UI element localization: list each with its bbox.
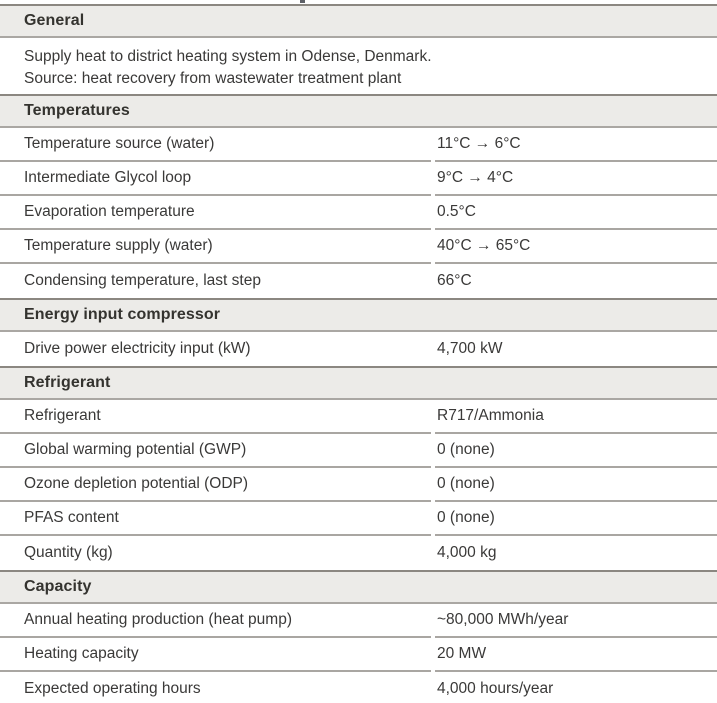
row-label: Refrigerant: [0, 400, 431, 434]
table-row-condensing-temperature: Condensing temperature, last step 66°C: [0, 264, 717, 298]
row-value: 0 (none): [435, 434, 717, 468]
row-label: Drive power electricity input (kW): [24, 340, 251, 357]
section-title: Temperatures: [24, 102, 130, 119]
table-row-gwp: Global warming potential (GWP) 0 (none): [0, 434, 717, 468]
row-value: 11°C → 6°C: [435, 128, 717, 162]
row-label: Quantity (kg): [24, 544, 113, 561]
row-value: 0 (none): [435, 502, 717, 536]
row-label: Condensing temperature, last step: [24, 272, 261, 289]
table-row-glycol-loop: Intermediate Glycol loop 9°C → 4°C: [0, 162, 717, 196]
row-label: PFAS content: [0, 502, 431, 536]
row-value: 20 MW: [435, 638, 717, 672]
row-value: 0.5°C: [435, 196, 717, 230]
row-value: 4,000 kg: [437, 544, 497, 561]
general-description: Supply heat to district heating system i…: [0, 38, 717, 94]
row-value: 9°C → 4°C: [435, 162, 717, 196]
section-header-general: General: [0, 4, 717, 38]
table-row-annual-production: Annual heating production (heat pump) ~8…: [0, 604, 717, 638]
table-row-heating-capacity: Heating capacity 20 MW: [0, 638, 717, 672]
row-label: Heating capacity: [0, 638, 431, 672]
row-value: 40°C → 65°C: [435, 230, 717, 264]
table-row-pfas: PFAS content 0 (none): [0, 502, 717, 536]
table-row-drive-power: Drive power electricity input (kW) 4,700…: [0, 332, 717, 366]
spec-table: General Supply heat to district heating …: [0, 4, 717, 703]
row-value: 4,700 kW: [437, 340, 503, 357]
section-title: Energy input compressor: [24, 306, 221, 323]
row-value: R717/Ammonia: [435, 400, 717, 434]
table-row-odp: Ozone depletion potential (ODP) 0 (none): [0, 468, 717, 502]
table-row-temperature-source: Temperature source (water) 11°C → 6°C: [0, 128, 717, 162]
row-label: Temperature supply (water): [0, 230, 431, 264]
table-row-operating-hours: Expected operating hours 4,000 hours/yea…: [0, 672, 717, 703]
row-value: ~80,000 MWh/year: [435, 604, 717, 638]
section-title: Capacity: [24, 578, 92, 595]
section-header-energy-input: Energy input compressor: [0, 298, 717, 332]
row-label: Evaporation temperature: [0, 196, 431, 230]
table-row-temperature-supply: Temperature supply (water) 40°C → 65°C: [0, 230, 717, 264]
row-label: Ozone depletion potential (ODP): [0, 468, 431, 502]
row-label: Temperature source (water): [0, 128, 431, 162]
section-title: Refrigerant: [24, 374, 111, 391]
section-title: General: [24, 12, 85, 29]
table-row-quantity: Quantity (kg) 4,000 kg: [0, 536, 717, 570]
row-label: Expected operating hours: [24, 680, 201, 697]
section-header-temperatures: Temperatures: [0, 94, 717, 128]
section-header-capacity: Capacity: [0, 570, 717, 604]
description-line-1: Supply heat to district heating system i…: [24, 48, 432, 65]
cropped-text-artifact: [300, 0, 305, 3]
table-row-evaporation-temperature: Evaporation temperature 0.5°C: [0, 196, 717, 230]
section-header-refrigerant: Refrigerant: [0, 366, 717, 400]
row-value: 4,000 hours/year: [437, 680, 554, 697]
row-label: Annual heating production (heat pump): [0, 604, 431, 638]
row-value: 0 (none): [435, 468, 717, 502]
description-line-2: Source: heat recovery from wastewater tr…: [24, 70, 402, 87]
row-value: 66°C: [437, 272, 472, 289]
row-label: Intermediate Glycol loop: [0, 162, 431, 196]
table-row-refrigerant: Refrigerant R717/Ammonia: [0, 400, 717, 434]
row-label: Global warming potential (GWP): [0, 434, 431, 468]
